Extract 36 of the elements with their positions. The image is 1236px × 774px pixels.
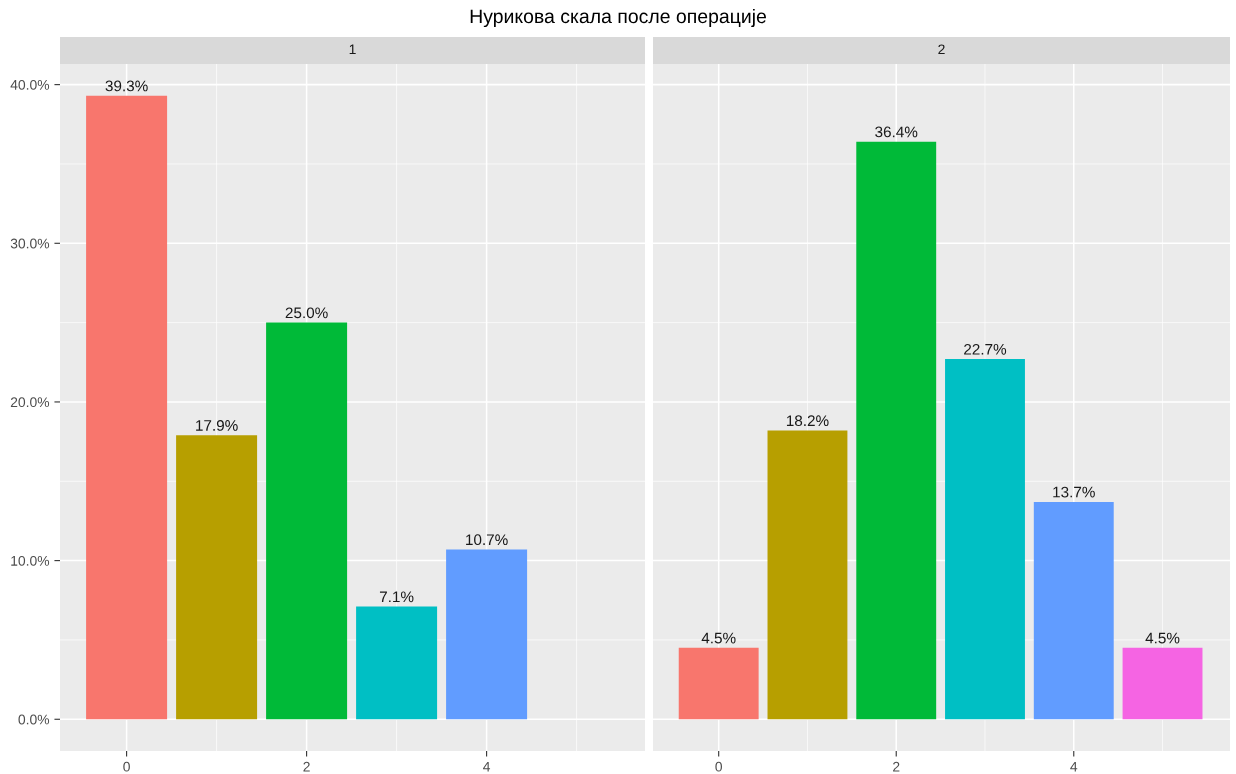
bar (266, 322, 348, 720)
y-tick-label: 20.0% (10, 397, 50, 408)
data-label: 39.3% (105, 80, 148, 92)
bar (1033, 501, 1114, 720)
data-label: 18.2% (786, 415, 829, 427)
chart-subtitle: 1 (349, 44, 356, 55)
data-label: 4.5% (1145, 632, 1180, 644)
bar (767, 430, 848, 720)
x-tick-label: 2 (893, 761, 900, 772)
x-tick-label: 4 (1070, 761, 1078, 772)
x-tick-label: 0 (123, 761, 130, 772)
data-label: 7.1% (379, 591, 414, 603)
y-tick-label: 0.0% (18, 714, 50, 725)
data-label: 10.7% (466, 534, 508, 546)
data-label: 17.9% (196, 420, 238, 431)
chart-title: Нурикова скала после операције (470, 8, 766, 28)
x-tick-label: 0 (715, 761, 723, 772)
data-label: 22.7% (964, 343, 1007, 355)
y-tick-label: 30.0% (10, 238, 50, 249)
bar (856, 141, 937, 720)
data-label: 13.7% (1053, 486, 1095, 498)
bar (86, 95, 168, 720)
y-tick-label: 10.0% (11, 555, 50, 566)
data-label: 25.0% (285, 307, 328, 319)
bar (945, 359, 1025, 720)
y-tick-label: 40.0% (10, 79, 50, 90)
x-tick-label: 4 (483, 761, 491, 772)
bar (356, 606, 438, 720)
bar (446, 549, 528, 720)
chart-subtitle: 2 (938, 44, 945, 55)
bar (1122, 647, 1203, 720)
bar (678, 647, 759, 720)
data-label: 36.4% (875, 126, 918, 138)
data-label: 4.5% (701, 632, 736, 644)
bar (176, 435, 258, 720)
x-tick-label: 2 (303, 761, 310, 772)
